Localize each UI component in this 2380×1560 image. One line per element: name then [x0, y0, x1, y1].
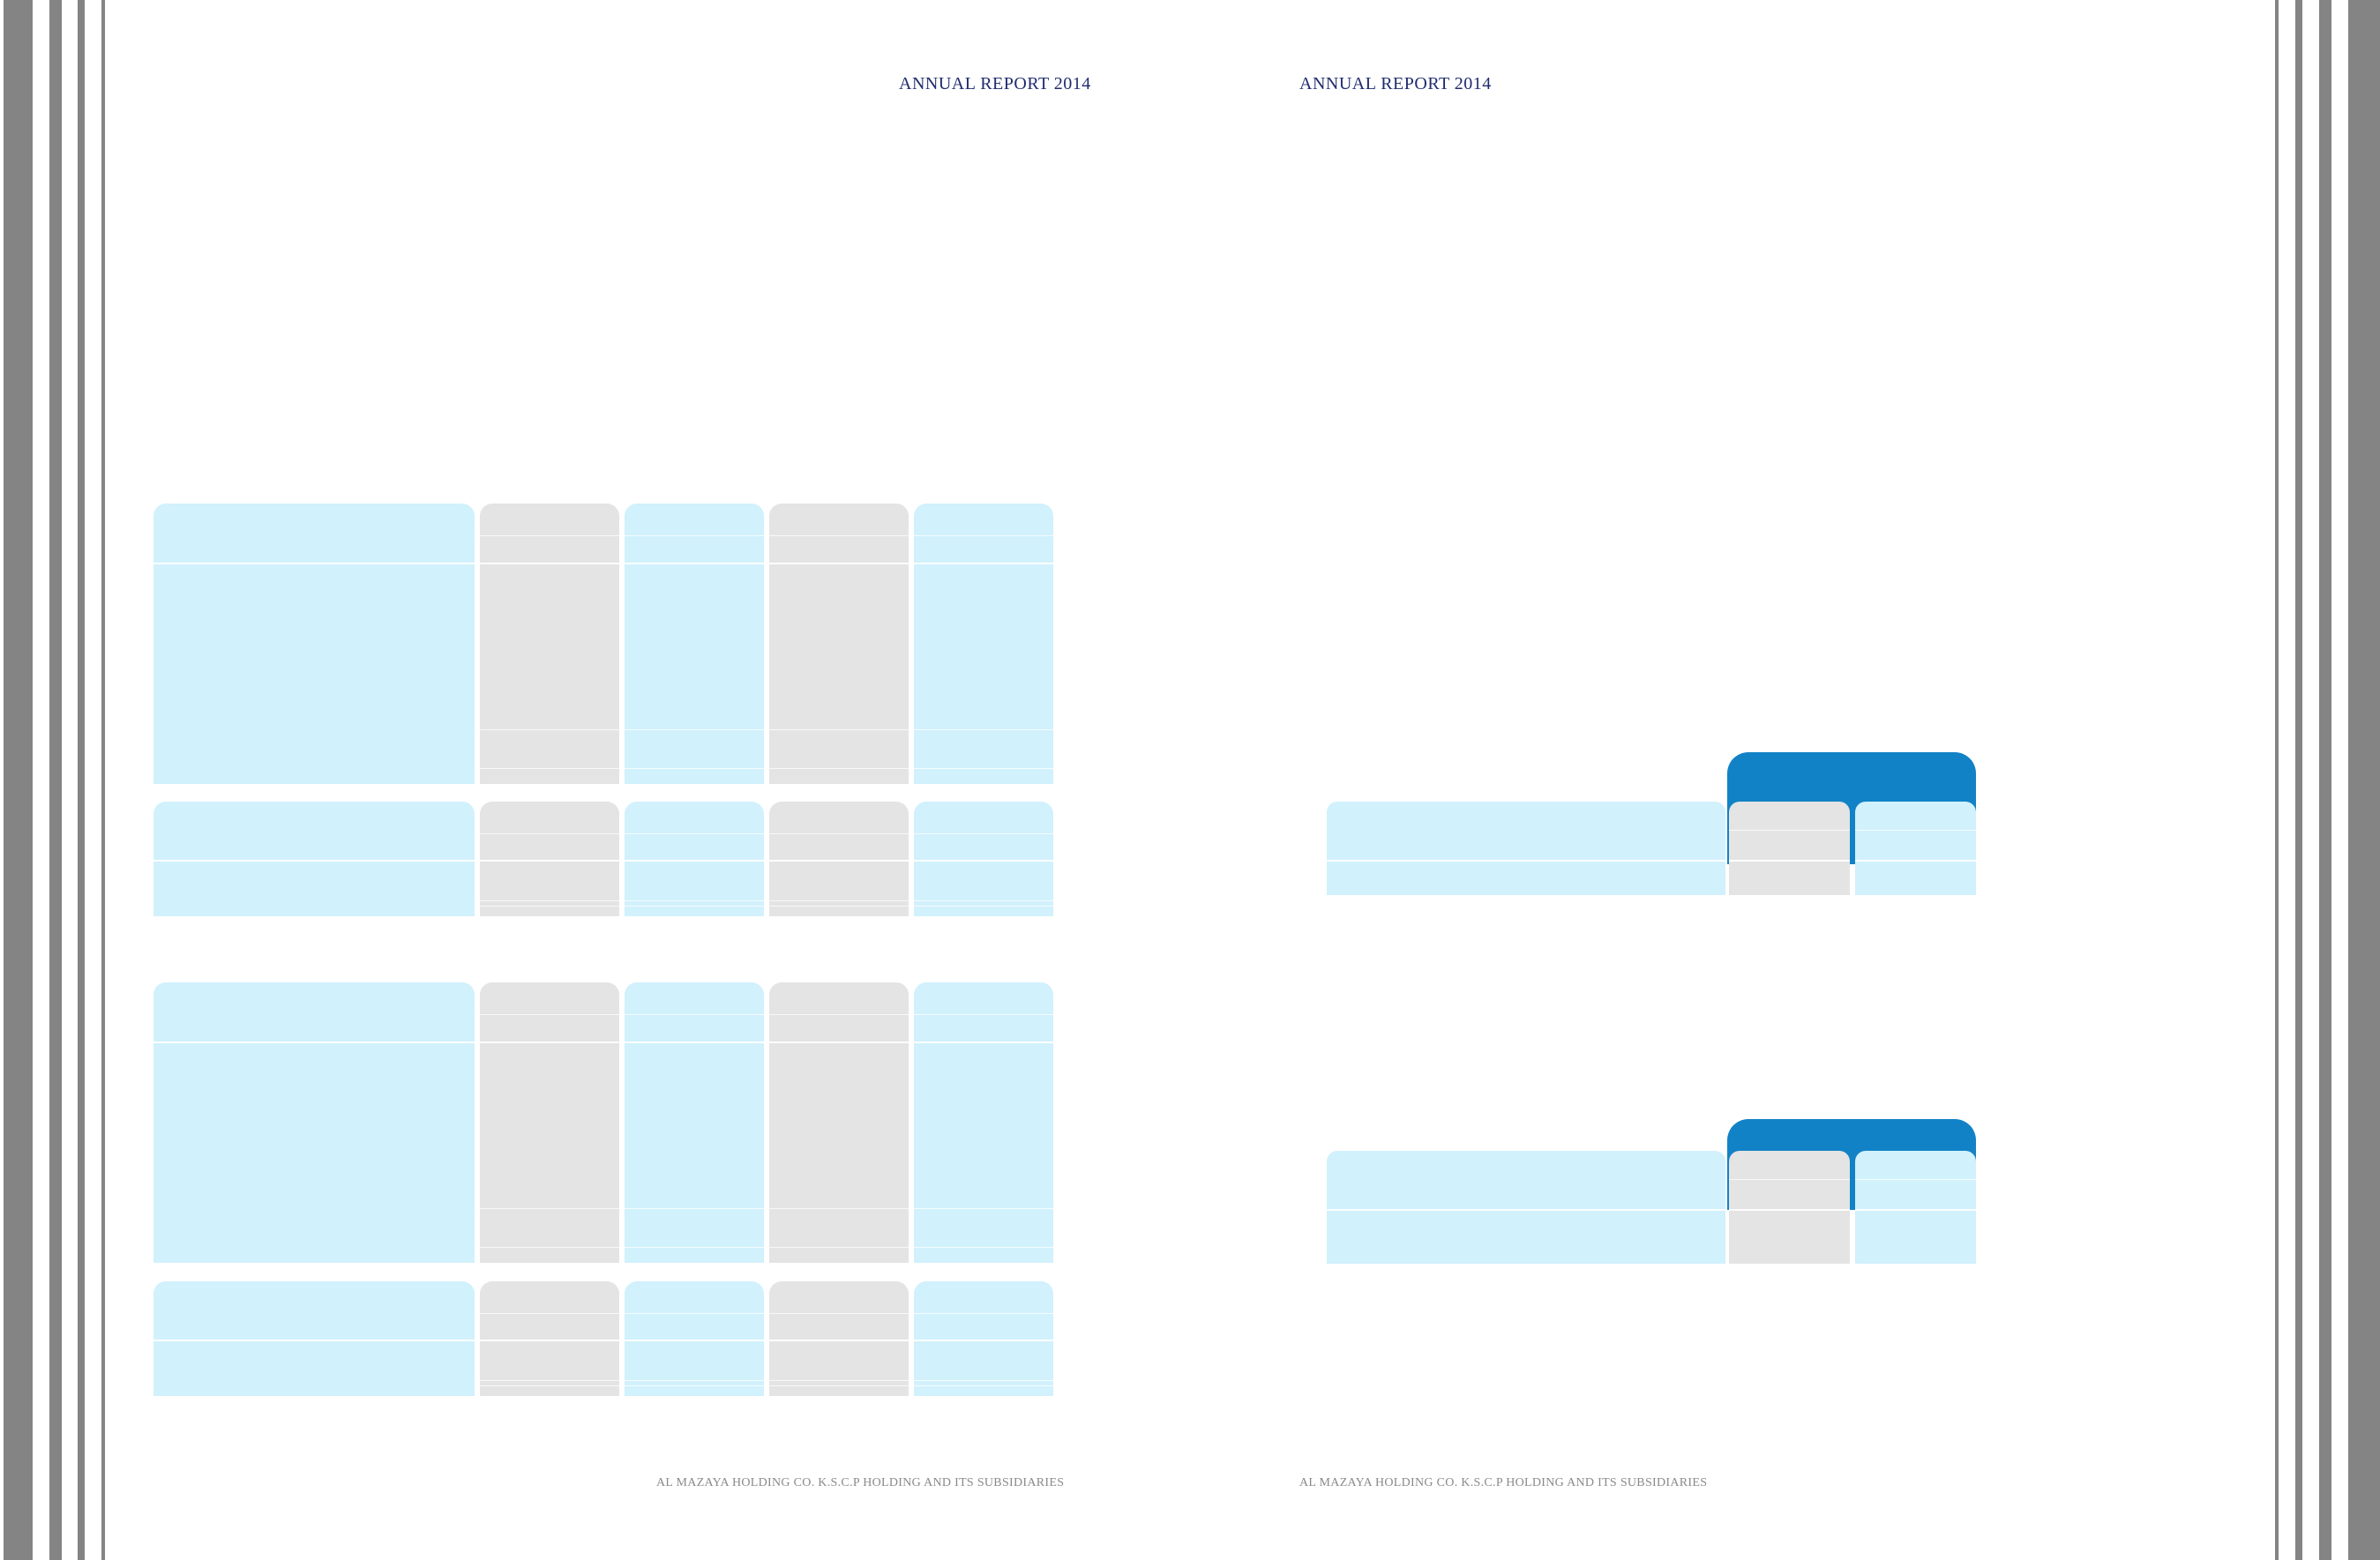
table-column: [153, 1281, 475, 1396]
right-edge-stripe: [2295, 0, 2302, 1560]
left-edge-stripe: [101, 0, 105, 1560]
table-column: [1855, 1151, 1976, 1264]
table-column: [769, 982, 909, 1263]
table-column: [153, 802, 475, 916]
table-block: [1327, 1151, 1976, 1264]
table-column: [480, 982, 619, 1263]
table-block: [153, 982, 1053, 1263]
table-column: [1729, 802, 1850, 895]
table-column: [625, 802, 764, 916]
table-column: [769, 504, 909, 784]
table-block: [153, 504, 1053, 784]
table-column: [769, 1281, 909, 1396]
table-column: [625, 982, 764, 1263]
left-edge-stripe: [49, 0, 62, 1560]
table-column: [480, 1281, 619, 1396]
table-column: [914, 982, 1053, 1263]
right-edge-stripe: [2275, 0, 2279, 1560]
table-block: [153, 802, 1053, 916]
table-column: [1855, 802, 1976, 895]
table-column: [1327, 1151, 1725, 1264]
left-edge-stripe: [4, 0, 33, 1560]
table-column: [914, 1281, 1053, 1396]
table-column: [1327, 802, 1725, 895]
right-edge-stripe: [2319, 0, 2331, 1560]
page-footer-left: AL MAZAYA HOLDING CO. K.S.C.P HOLDING AN…: [656, 1476, 1065, 1489]
table-block: [153, 1281, 1053, 1396]
left-edge-stripe: [78, 0, 85, 1560]
table-column: [153, 982, 475, 1263]
page-header-left: ANNUAL REPORT 2014: [899, 74, 1091, 93]
page-header-right: ANNUAL REPORT 2014: [1299, 74, 1492, 93]
table-block: [1327, 802, 1976, 895]
table-column: [1729, 1151, 1850, 1264]
table-column: [914, 802, 1053, 916]
table-column: [480, 504, 619, 784]
table-column: [769, 802, 909, 916]
right-edge-stripe: [2348, 0, 2380, 1560]
table-column: [153, 504, 475, 784]
table-column: [914, 504, 1053, 784]
page-footer-right: AL MAZAYA HOLDING CO. K.S.C.P HOLDING AN…: [1299, 1476, 1708, 1489]
table-column: [625, 1281, 764, 1396]
table-column: [480, 802, 619, 916]
table-column: [625, 504, 764, 784]
